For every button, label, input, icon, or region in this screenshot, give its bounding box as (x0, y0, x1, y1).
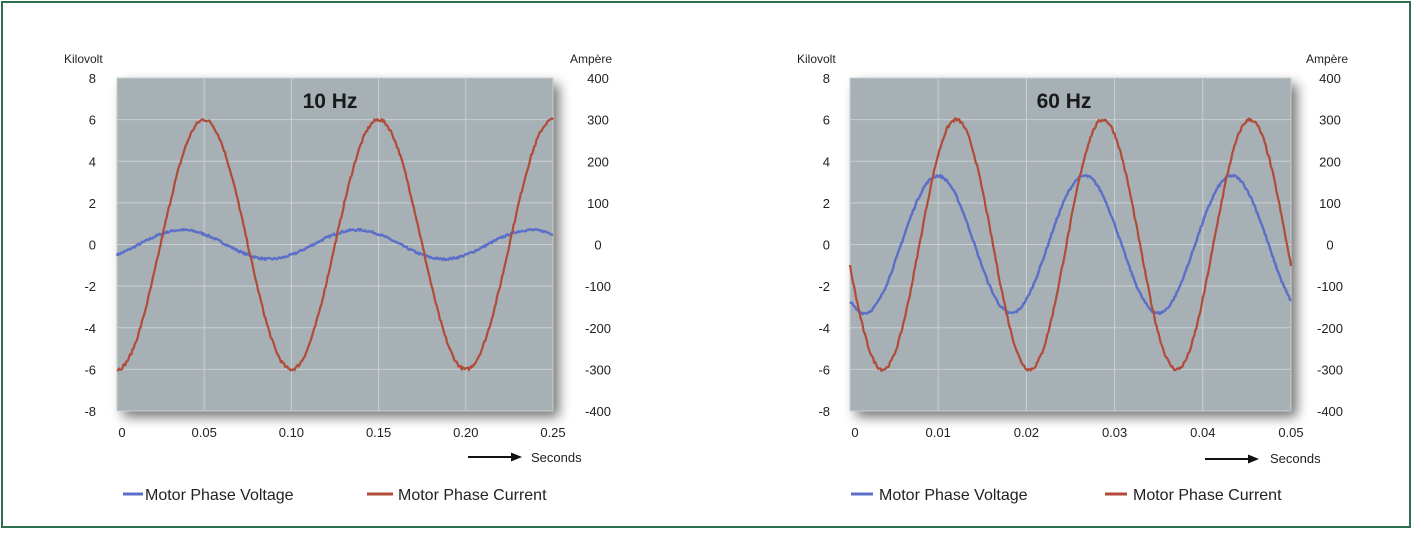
x-tick-label: 0 (118, 425, 125, 440)
y-right-tick-label: -300 (585, 362, 611, 377)
x-tick-label: 0.05 (192, 425, 217, 440)
x-axis-label: Seconds (468, 450, 582, 465)
y-left-ticks: 8 6 4 2 0 -2 -4 -6 -8 (84, 71, 96, 419)
y-right-tick-label: 200 (1319, 154, 1341, 169)
y-right-tick-label: -100 (585, 279, 611, 294)
legend-label-voltage: Motor Phase Voltage (879, 487, 1028, 504)
legend-label-voltage: Motor Phase Voltage (145, 487, 294, 504)
y-right-tick-label: 400 (1319, 71, 1341, 86)
y-left-tick-label: 8 (823, 71, 830, 86)
y-left-tick-label: -6 (818, 362, 830, 377)
grid (849, 77, 1292, 412)
y-right-label: Ampère (570, 52, 612, 66)
chart-title: 10 Hz (303, 90, 358, 113)
y-right-tick-label: -400 (585, 404, 611, 419)
y-left-tick-label: -2 (818, 279, 830, 294)
y-right-tick-label: -400 (1317, 404, 1343, 419)
chart-title: 60 Hz (1037, 90, 1092, 113)
y-left-tick-label: 6 (89, 113, 96, 128)
x-tick-label: 0 (851, 425, 858, 440)
y-right-tick-label: 100 (587, 196, 609, 211)
y-right-tick-label: 200 (587, 154, 609, 169)
arrow-head-icon (511, 452, 522, 462)
y-right-tick-label: 0 (594, 238, 601, 253)
x-tick-label: 0.20 (453, 425, 478, 440)
y-right-tick-label: -300 (1317, 362, 1343, 377)
x-tick-label: 0.10 (279, 425, 304, 440)
x-axis-label: Seconds (1205, 451, 1321, 466)
x-ticks: 0 0.05 0.10 0.15 0.20 0.25 (118, 425, 565, 440)
y-right-tick-label: 400 (587, 71, 609, 86)
y-left-tick-label: 2 (89, 196, 96, 211)
legend-label-current: Motor Phase Current (1133, 487, 1282, 504)
y-left-tick-label: 8 (89, 71, 96, 86)
chart-60hz: 60 Hz Kilovolt Ampère 8 6 4 2 0 -2 -4 -6 -8 400 3… (797, 52, 1348, 504)
y-right-tick-label: 0 (1326, 238, 1333, 253)
y-right-tick-label: -200 (1317, 321, 1343, 336)
y-left-tick-label: -4 (84, 321, 96, 336)
chart-10hz: 10 Hz Kilovolt Ampère 8 6 4 2 0 -2 -4 -6 -8 400 3… (64, 52, 612, 504)
current-line (848, 117, 1293, 372)
y-right-tick-label: -100 (1317, 279, 1343, 294)
x-tick-label: 0.01 (926, 425, 951, 440)
y-right-tick-label: -200 (585, 321, 611, 336)
y-left-tick-label: 6 (823, 113, 830, 128)
y-left-tick-label: -8 (818, 404, 830, 419)
y-left-tick-label: 0 (89, 238, 96, 253)
x-tick-label: 0.04 (1190, 425, 1215, 440)
voltage-line (849, 173, 1292, 316)
y-right-ticks: 400 300 200 100 0 -100 -200 -300 -400 (585, 71, 611, 419)
x-tick-label: 0.02 (1014, 425, 1039, 440)
y-left-tick-label: 4 (823, 154, 830, 169)
y-left-tick-label: 2 (823, 196, 830, 211)
y-right-label: Ampère (1306, 52, 1348, 66)
y-left-tick-label: -8 (84, 404, 96, 419)
current-line (116, 117, 554, 372)
x-tick-label: 0.15 (366, 425, 391, 440)
series-lines (848, 117, 1293, 372)
y-left-tick-label: 4 (89, 154, 96, 169)
x-label: Seconds (1270, 451, 1321, 466)
y-right-tick-label: 100 (1319, 196, 1341, 211)
y-left-tick-label: 0 (823, 238, 830, 253)
y-left-tick-label: -2 (84, 279, 96, 294)
x-ticks: 0 0.01 0.02 0.03 0.04 0.05 (851, 425, 1303, 440)
y-right-tick-label: 300 (587, 113, 609, 128)
arrow-head-icon (1248, 454, 1259, 464)
x-tick-label: 0.25 (540, 425, 565, 440)
voltage-line (115, 227, 554, 262)
x-label: Seconds (531, 450, 582, 465)
y-right-ticks: 400 300 200 100 0 -100 -200 -300 -400 (1317, 71, 1343, 419)
x-tick-label: 0.03 (1102, 425, 1127, 440)
y-right-tick-label: 300 (1319, 113, 1341, 128)
y-left-tick-label: -4 (818, 321, 830, 336)
grid (116, 77, 554, 412)
y-left-label: Kilovolt (797, 52, 836, 66)
legend-label-current: Motor Phase Current (398, 487, 547, 504)
legend: Motor Phase Voltage Motor Phase Current (123, 487, 547, 504)
y-left-label: Kilovolt (64, 52, 103, 66)
legend: Motor Phase Voltage Motor Phase Current (851, 487, 1282, 504)
series-lines (115, 117, 554, 372)
y-left-tick-label: -6 (84, 362, 96, 377)
y-left-ticks: 8 6 4 2 0 -2 -4 -6 -8 (818, 71, 830, 419)
x-tick-label: 0.05 (1278, 425, 1303, 440)
